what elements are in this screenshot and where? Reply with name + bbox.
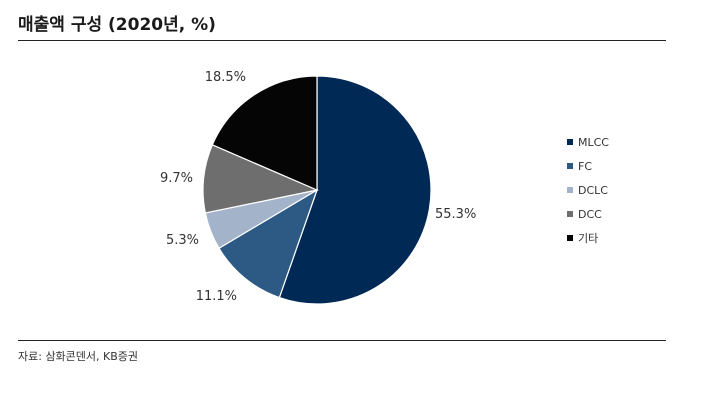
legend-swatch-1 [567,139,573,145]
legend-swatch-4 [567,211,573,217]
slice-label-1: 55.3% [435,207,476,222]
slice-label-3: 5.3% [166,233,199,248]
legend: MLCC FC DCLC DCC 기타 [567,136,609,245]
pie-slices [202,75,432,305]
chart-title: 매출액 구성 (2020년, %) [18,15,216,35]
legend-swatch-2 [567,163,573,169]
legend-label-5: 기타 [578,232,598,245]
source-note: 자료: 삼화콘덴서, KB증권 [18,350,139,363]
slice-label-5: 18.5% [205,70,246,85]
pie-slice-5 [211,75,318,191]
legend-label-4: DCC [578,208,602,221]
title-divider [18,40,666,41]
slice-label-2: 11.1% [196,289,237,304]
footer-divider [18,340,666,341]
legend-swatch-5 [567,235,573,241]
legend-label-1: MLCC [578,136,609,149]
slice-labels: 55.3% 11.1% 5.3% 9.7% 18.5% [160,70,476,304]
legend-swatch-3 [567,187,573,193]
slice-label-4: 9.7% [160,171,193,186]
pie-slice-2 [218,188,319,299]
legend-label-3: DCLC [578,184,608,197]
legend-label-2: FC [578,160,592,173]
